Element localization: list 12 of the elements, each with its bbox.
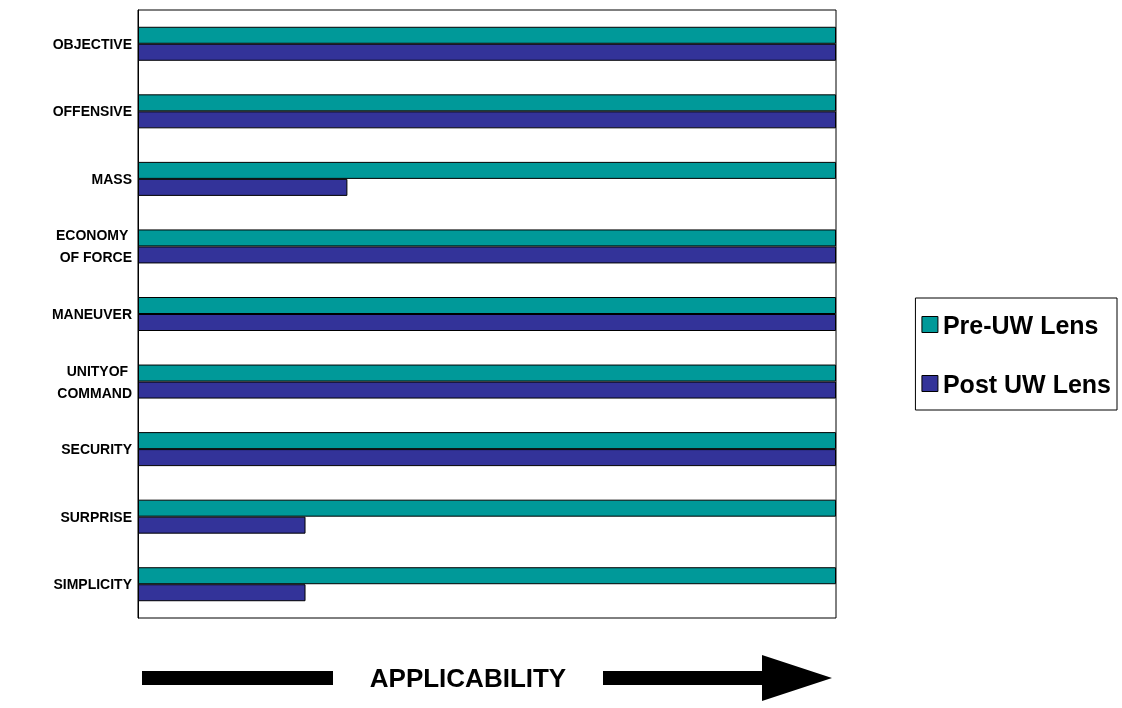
y-tick-label: OFFENSIVE	[52, 103, 132, 120]
y-tick-label: MASS	[91, 170, 132, 187]
y-tick-label: SURPRISE	[60, 508, 132, 525]
y-tick-label: SIMPLICITY	[53, 576, 133, 593]
y-tick-label: OBJECTIVE	[52, 35, 132, 52]
legend-label: Post UW Lens	[942, 369, 1112, 398]
y-tick-label: UNITYOF COMMAND	[57, 362, 132, 401]
legend-label: Pre-UW Lens	[942, 310, 1099, 339]
y-tick-label: SECURITY	[61, 441, 133, 458]
y-tick-label: ECONOMY OF FORCE	[56, 227, 132, 266]
y-tick-label: MANEUVER	[51, 306, 132, 322]
x-axis-title: APPLICABILITY	[333, 660, 603, 696]
